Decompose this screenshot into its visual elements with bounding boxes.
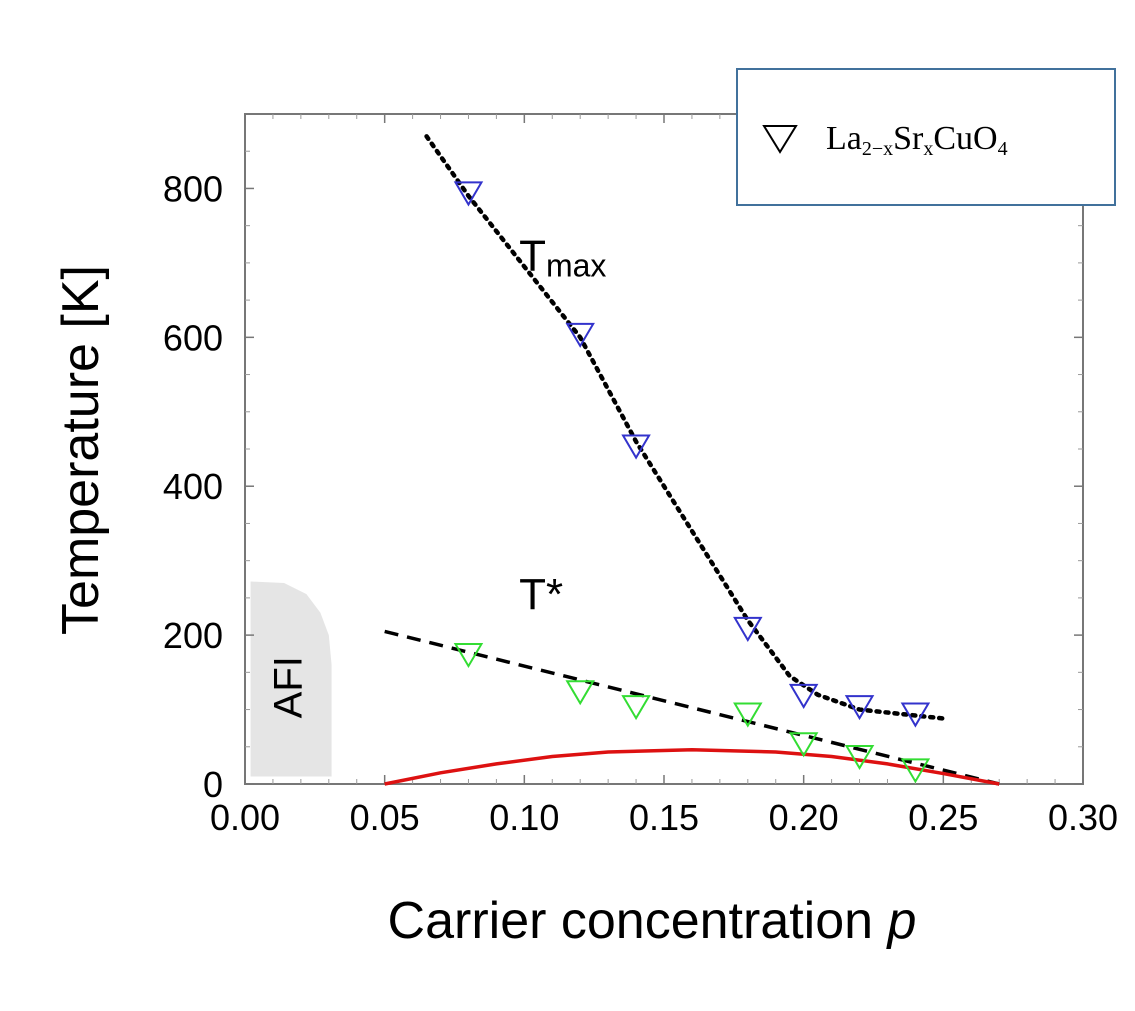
data-point-tmax [565,322,595,348]
data-point-tstar [733,702,763,728]
afi-region: AFI [250,581,332,777]
y-tick-label: 200 [163,615,223,656]
fit-curves [384,134,1000,786]
y-tick-label: 400 [163,466,223,507]
legend: La2−xSrxCuO4 [736,68,1116,206]
axis-ticks [244,114,1084,785]
data-point-tstar [621,695,651,721]
data-point-tstar [900,758,931,784]
y-tick-label: 600 [163,317,223,358]
legend-marker-icon [762,125,798,154]
data-point-tmax [844,695,875,721]
x-tick-label: 0.15 [629,797,699,838]
data-point-tmax [900,702,931,728]
data-point-tmax [621,434,651,460]
x-tick-label: 0.30 [1048,797,1118,838]
afi-label: AFI [267,656,311,718]
x-axis-title-text: Carrier concentration [388,892,874,950]
data-point-tmax [788,683,819,709]
data-point-tstar [844,744,875,771]
x-axis-title-var: p [886,892,917,950]
x-tick-label: 0.00 [210,797,280,838]
plot-frame [244,113,1084,785]
data-point-tstar [565,680,595,706]
annotations: Tmax T* [519,231,606,619]
data-point-tmax [733,616,763,642]
x-tick-label: 0.25 [908,797,978,838]
tick-labels: 0.00 0.05 0.10 0.15 0.20 0.25 0.30 0 200 400 600 80… [163,168,1118,838]
x-tick-label: 0.10 [489,797,559,838]
x-tick-label: 0.20 [769,797,839,838]
x-tick-label: 0.05 [350,797,420,838]
data-point-tstar [453,642,484,669]
y-axis-title: Temperature [K] [52,265,110,635]
y-tick-label: 0 [203,764,223,805]
legend-label: La2−xSrxCuO4 [826,120,1008,160]
tmax-annotation: Tmax [519,231,606,283]
tstar-fit-curve [384,629,1000,786]
tstar-annotation: T* [519,570,563,619]
x-axis-title: Carrier concentration p [388,892,917,950]
data-point-tstar [788,732,819,758]
tmax-fit-curve [424,134,946,721]
afi-region-shape [250,581,332,777]
y-tick-label: 800 [163,168,223,209]
data-points [453,181,931,784]
data-point-tmax [453,181,484,207]
